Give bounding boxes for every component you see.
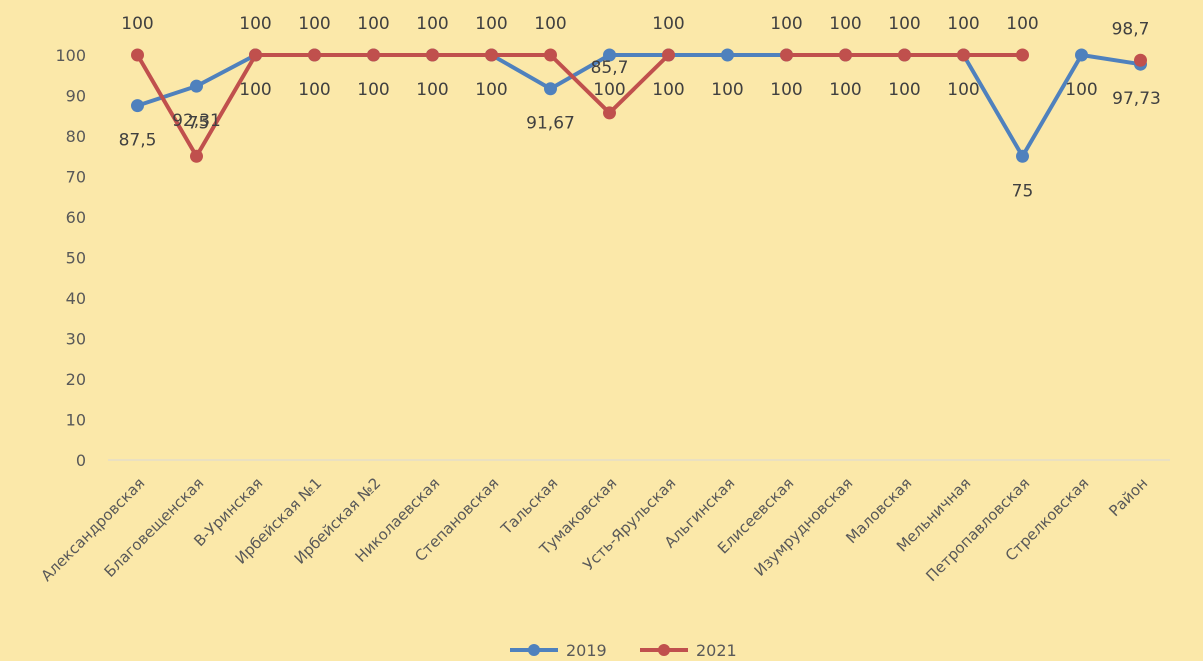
- data-label-2021: 75: [188, 113, 210, 133]
- data-label-2019: 100: [298, 80, 330, 100]
- data-label-2021: 100: [475, 14, 507, 34]
- series-line-2021: [135, 53, 671, 159]
- legend-marker-2021: [658, 644, 670, 656]
- data-point-2021: [603, 106, 616, 120]
- series-line-2019: [135, 53, 1143, 159]
- x-tick-label: Александровская: [37, 474, 148, 585]
- data-point-2021: [367, 48, 380, 62]
- data-point-2021: [131, 48, 144, 62]
- data-label-2021: 100: [652, 14, 684, 34]
- data-point-2019: [1075, 48, 1088, 62]
- legend-marker-2019: [528, 644, 540, 656]
- data-point-2019: [544, 82, 557, 96]
- data-point-2019: [603, 48, 616, 62]
- data-label-2021: 100: [1006, 14, 1038, 34]
- data-label-2021: 100: [888, 14, 920, 34]
- data-label-2021: 98,7: [1112, 19, 1150, 39]
- data-label-2021: 100: [770, 14, 802, 34]
- y-tick-label: 70: [66, 168, 86, 187]
- data-point-2021: [898, 48, 911, 62]
- data-point-2021: [190, 149, 203, 163]
- data-label-2019: 91,67: [526, 114, 575, 134]
- x-tick-label: Изумрудновская: [751, 474, 857, 580]
- y-tick-label: 90: [66, 87, 86, 106]
- data-label-2019: 100: [357, 80, 389, 100]
- data-point-2021: [485, 48, 498, 62]
- data-point-2021: [839, 48, 852, 62]
- legend: 2019 2021: [510, 641, 737, 660]
- data-label-2019: 75: [1012, 181, 1034, 201]
- data-label-2019: 87,5: [119, 131, 157, 151]
- data-label-2021: 100: [534, 14, 566, 34]
- data-label-2019: 100: [829, 80, 861, 100]
- y-tick-label: 10: [66, 411, 86, 430]
- y-tick-label: 30: [66, 330, 86, 349]
- data-label-2019: 100: [239, 80, 271, 100]
- y-tick-label: 60: [66, 208, 86, 227]
- data-point-2021: [1134, 53, 1147, 67]
- data-point-2019: [131, 99, 144, 113]
- x-tick-label: Район: [1105, 474, 1151, 520]
- series-layer: [131, 48, 1147, 163]
- data-point-2021: [308, 48, 321, 62]
- data-label-2019: 100: [947, 80, 979, 100]
- x-tick-label: Благовещенская: [101, 474, 208, 581]
- x-tick-label: Петропавловская: [922, 474, 1033, 585]
- data-label-2019: 100: [416, 80, 448, 100]
- data-point-2021: [662, 48, 675, 62]
- data-label-2019: 100: [475, 80, 507, 100]
- data-label-2021: 100: [121, 14, 153, 34]
- data-point-2019: [190, 79, 203, 93]
- legend-label-2021: 2021: [696, 641, 737, 660]
- data-point-2021: [780, 48, 793, 62]
- data-label-2019: 100: [770, 80, 802, 100]
- data-label-2019: 100: [652, 80, 684, 100]
- data-label-2019: 100: [593, 80, 625, 100]
- data-label-2021: 100: [947, 14, 979, 34]
- y-tick-label: 20: [66, 370, 86, 389]
- y-tick-label: 50: [66, 249, 86, 268]
- data-label-2021: 100: [829, 14, 861, 34]
- data-label-2019: 100: [1065, 80, 1097, 100]
- data-point-2019: [721, 48, 734, 62]
- data-label-2021: 85,7: [591, 58, 629, 78]
- data-point-2021: [1016, 48, 1029, 62]
- y-tick-label: 40: [66, 289, 86, 308]
- data-point-2021: [544, 48, 557, 62]
- data-point-2021: [249, 48, 262, 62]
- data-point-2019: [1016, 149, 1029, 163]
- legend-label-2019: 2019: [566, 641, 607, 660]
- data-label-2021: 100: [239, 14, 271, 34]
- data-label-2021: 100: [298, 14, 330, 34]
- data-point-2021: [957, 48, 970, 62]
- data-label-2021: 100: [357, 14, 389, 34]
- data-label-2019: 97,73: [1112, 89, 1161, 109]
- data-label-2019: 92,31: [172, 111, 221, 131]
- y-tick-label: 80: [66, 127, 86, 146]
- data-label-2019: 100: [888, 80, 920, 100]
- data-point-2021: [426, 48, 439, 62]
- y-tick-label: 0: [76, 451, 86, 470]
- data-label-2021: 100: [416, 14, 448, 34]
- data-label-layer: 87,5 92,31 100 100 100 100 100 91,67 100 100 100 10…: [119, 14, 1161, 201]
- data-label-2019: 100: [711, 80, 743, 100]
- y-tick-label: 100: [55, 46, 86, 65]
